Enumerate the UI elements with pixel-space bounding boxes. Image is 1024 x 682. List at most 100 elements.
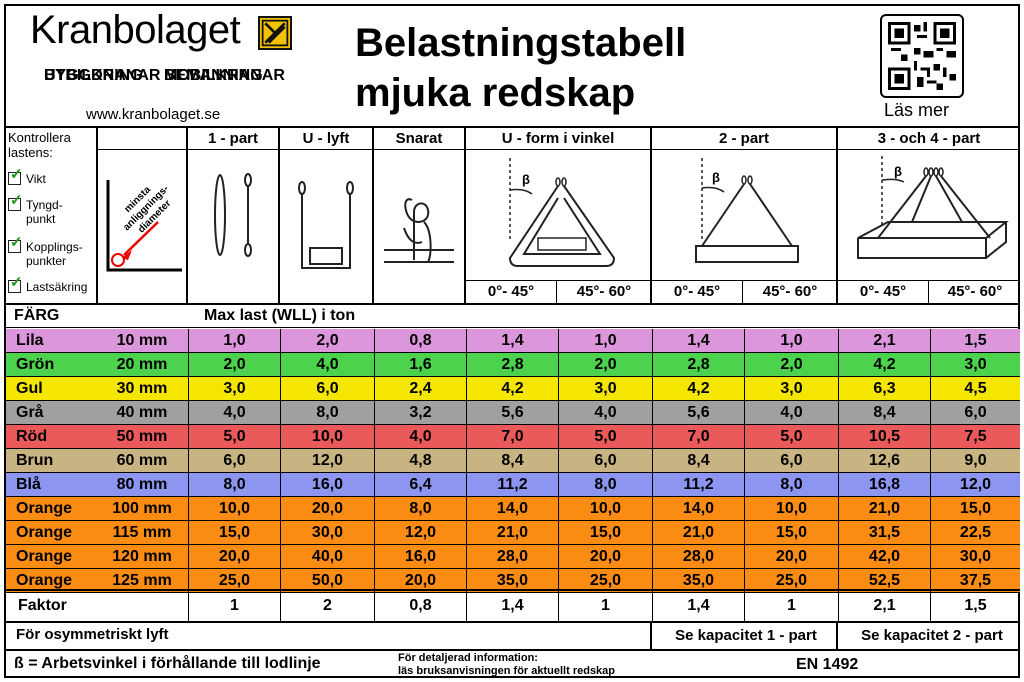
wll-value: 12,6 bbox=[838, 449, 930, 473]
color-name: Gul bbox=[16, 380, 43, 397]
brand-url[interactable]: www.kranbolaget.se bbox=[86, 106, 221, 123]
wll-value: 14,0 bbox=[652, 497, 744, 521]
factor-value: 1,5 bbox=[930, 591, 1020, 621]
wll-value: 6,0 bbox=[280, 377, 374, 401]
wll-value: 12,0 bbox=[930, 473, 1020, 497]
three-four-part-sling-icon: β bbox=[838, 150, 1020, 280]
asymmetric-three-four-part-note: Se kapacitet 2 - part bbox=[861, 627, 1003, 644]
wll-value: 4,2 bbox=[838, 353, 930, 377]
beta-symbol: β bbox=[712, 170, 720, 185]
wll-value: 3,0 bbox=[188, 377, 280, 401]
wll-value: 3,0 bbox=[558, 377, 652, 401]
wll-value: 20,0 bbox=[374, 569, 466, 593]
color-name: Lila bbox=[16, 332, 44, 349]
wll-value: 37,5 bbox=[930, 569, 1020, 593]
table-row: Grå 40 mm 4,0 8,0 3,2 5,6 4,0 5,6 4,0 8,4 6,0 bbox=[6, 401, 1020, 425]
wll-value: 25,0 bbox=[744, 569, 838, 593]
wll-value: 4,0 bbox=[188, 401, 280, 425]
two-part-sling-icon: β bbox=[652, 150, 836, 280]
wll-value: 40,0 bbox=[280, 545, 374, 569]
wll-value: 6,0 bbox=[744, 449, 838, 473]
u-form-angle-sling-icon: β bbox=[466, 150, 650, 280]
qr-code-icon[interactable] bbox=[880, 14, 964, 98]
wll-value: 5,0 bbox=[558, 425, 652, 449]
wll-value: 28,0 bbox=[652, 545, 744, 569]
factor-value: 2,1 bbox=[838, 591, 930, 621]
table-row: Orange 120 mm 20,0 40,0 16,0 28,0 20,0 28,0 20,0… bbox=[6, 545, 1020, 569]
brand-logo-icon bbox=[258, 16, 292, 50]
wll-value: 2,0 bbox=[558, 353, 652, 377]
wll-value: 3,0 bbox=[930, 353, 1020, 377]
wll-value: 4,2 bbox=[652, 377, 744, 401]
wll-value: 20,0 bbox=[188, 545, 280, 569]
wll-value: 6,0 bbox=[930, 401, 1020, 425]
divider bbox=[372, 126, 374, 304]
wll-value: 1,0 bbox=[744, 329, 838, 353]
factor-value: 1 bbox=[558, 591, 652, 621]
divider bbox=[650, 126, 652, 304]
check-item-label: Kopplings-punkter bbox=[26, 240, 83, 268]
column-header: Snarat bbox=[395, 130, 443, 147]
sling-width: 60 mm bbox=[116, 452, 168, 469]
service-label: UTBILDNING bbox=[44, 67, 143, 84]
checkbox-checked-icon bbox=[8, 194, 23, 211]
wll-value: 35,0 bbox=[466, 569, 558, 593]
wll-value: 8,4 bbox=[838, 401, 930, 425]
sling-width: 80 mm bbox=[116, 476, 168, 493]
wll-value: 14,0 bbox=[466, 497, 558, 521]
wll-value: 10,0 bbox=[744, 497, 838, 521]
wll-value: 2,1 bbox=[838, 329, 930, 353]
wll-value: 1,5 bbox=[930, 329, 1020, 353]
wll-value: 5,6 bbox=[466, 401, 558, 425]
divider bbox=[836, 126, 838, 304]
wll-value: 2,0 bbox=[280, 329, 374, 353]
wll-value: 1,0 bbox=[558, 329, 652, 353]
wll-value: 4,0 bbox=[558, 401, 652, 425]
divider bbox=[836, 621, 838, 651]
wll-value: 5,0 bbox=[188, 425, 280, 449]
wll-value: 16,0 bbox=[280, 473, 374, 497]
divider bbox=[928, 280, 929, 304]
wll-value: 2,0 bbox=[188, 353, 280, 377]
divider bbox=[4, 649, 1020, 651]
wll-value: 28,0 bbox=[466, 545, 558, 569]
wll-value: 15,0 bbox=[558, 521, 652, 545]
factor-value: 0,8 bbox=[374, 591, 466, 621]
wll-value: 35,0 bbox=[652, 569, 744, 593]
color-column-header: FÄRG bbox=[14, 307, 60, 324]
divider bbox=[4, 126, 1020, 128]
check-item-label: Tyngd-punkt bbox=[26, 198, 63, 226]
wll-value: 3,0 bbox=[744, 377, 838, 401]
wll-value: 4,0 bbox=[280, 353, 374, 377]
checklist: Kontrollera lastens: Vikt Tyngd-punkt Ko… bbox=[6, 128, 94, 304]
divider bbox=[186, 126, 188, 304]
wll-value: 11,2 bbox=[652, 473, 744, 497]
color-name: Orange bbox=[16, 524, 73, 541]
info-note-line: läs bruksanvisningen för aktuellt redska… bbox=[398, 665, 616, 677]
wll-value: 8,0 bbox=[280, 401, 374, 425]
table-row: Blå 80 mm 8,0 16,0 6,4 11,2 8,0 11,2 8,0 16,8 12,0 bbox=[6, 473, 1020, 497]
wll-value: 2,4 bbox=[374, 377, 466, 401]
wll-value: 25,0 bbox=[188, 569, 280, 593]
wll-value: 1,4 bbox=[466, 329, 558, 353]
info-note-line: För detaljerad information: bbox=[398, 652, 538, 664]
wll-value: 4,5 bbox=[930, 377, 1020, 401]
divider bbox=[4, 327, 1020, 328]
color-name: Grå bbox=[16, 404, 44, 421]
angle-label: 0°- 45° bbox=[487, 283, 535, 300]
min-diameter-diagram-icon: minsta anliggnings- diameter bbox=[98, 150, 186, 280]
wll-value: 8,0 bbox=[374, 497, 466, 521]
table-row: Orange 100 mm 10,0 20,0 8,0 14,0 10,0 14,0 10,0 2… bbox=[6, 497, 1020, 521]
divider bbox=[742, 280, 743, 304]
color-name: Grön bbox=[16, 356, 55, 373]
wll-value: 42,0 bbox=[838, 545, 930, 569]
checklist-heading-line: lastens: bbox=[8, 145, 53, 160]
factor-value: 1 bbox=[188, 591, 280, 621]
wll-value: 4,0 bbox=[374, 425, 466, 449]
column-header: 1 - part bbox=[207, 130, 258, 147]
checklist-heading: Kontrollera lastens: bbox=[8, 130, 71, 160]
checkbox-checked-icon bbox=[8, 236, 23, 253]
color-name: Röd bbox=[16, 428, 48, 445]
check-item-label: Lastsäkring bbox=[26, 280, 88, 294]
wll-value: 8,0 bbox=[188, 473, 280, 497]
